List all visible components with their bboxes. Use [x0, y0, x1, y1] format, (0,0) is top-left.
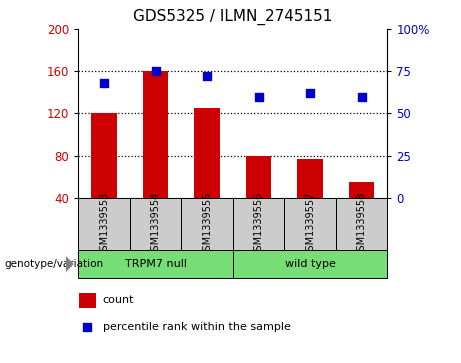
Point — [203, 73, 211, 79]
Text: wild type: wild type — [284, 259, 336, 269]
Bar — [336, 198, 387, 250]
Bar — [143, 71, 168, 198]
Bar — [233, 250, 387, 278]
Text: TRPM7 null: TRPM7 null — [124, 259, 187, 269]
Text: GSM1339557: GSM1339557 — [305, 191, 315, 257]
Point — [100, 80, 108, 86]
Bar — [79, 293, 96, 308]
Text: GSM1339558: GSM1339558 — [356, 192, 366, 257]
Text: GSM1339554: GSM1339554 — [151, 192, 160, 257]
Point — [306, 90, 313, 96]
Bar — [91, 113, 117, 198]
Text: GSM1339556: GSM1339556 — [254, 192, 264, 257]
Text: percentile rank within the sample: percentile rank within the sample — [102, 322, 290, 333]
Point — [83, 325, 91, 330]
Point — [255, 94, 262, 99]
Bar — [181, 198, 233, 250]
Polygon shape — [66, 256, 74, 272]
Bar — [78, 250, 233, 278]
Point — [152, 68, 160, 74]
Title: GDS5325 / ILMN_2745151: GDS5325 / ILMN_2745151 — [133, 9, 332, 25]
Text: GSM1339555: GSM1339555 — [202, 191, 212, 257]
Text: count: count — [102, 295, 134, 305]
Bar — [233, 198, 284, 250]
Bar — [246, 156, 272, 198]
Bar — [297, 159, 323, 198]
Text: genotype/variation: genotype/variation — [5, 259, 104, 269]
Bar — [78, 198, 130, 250]
Bar — [194, 108, 220, 198]
Bar — [349, 182, 374, 198]
Bar — [284, 198, 336, 250]
Text: GSM1339553: GSM1339553 — [99, 192, 109, 257]
Point — [358, 94, 365, 99]
Bar — [130, 198, 181, 250]
